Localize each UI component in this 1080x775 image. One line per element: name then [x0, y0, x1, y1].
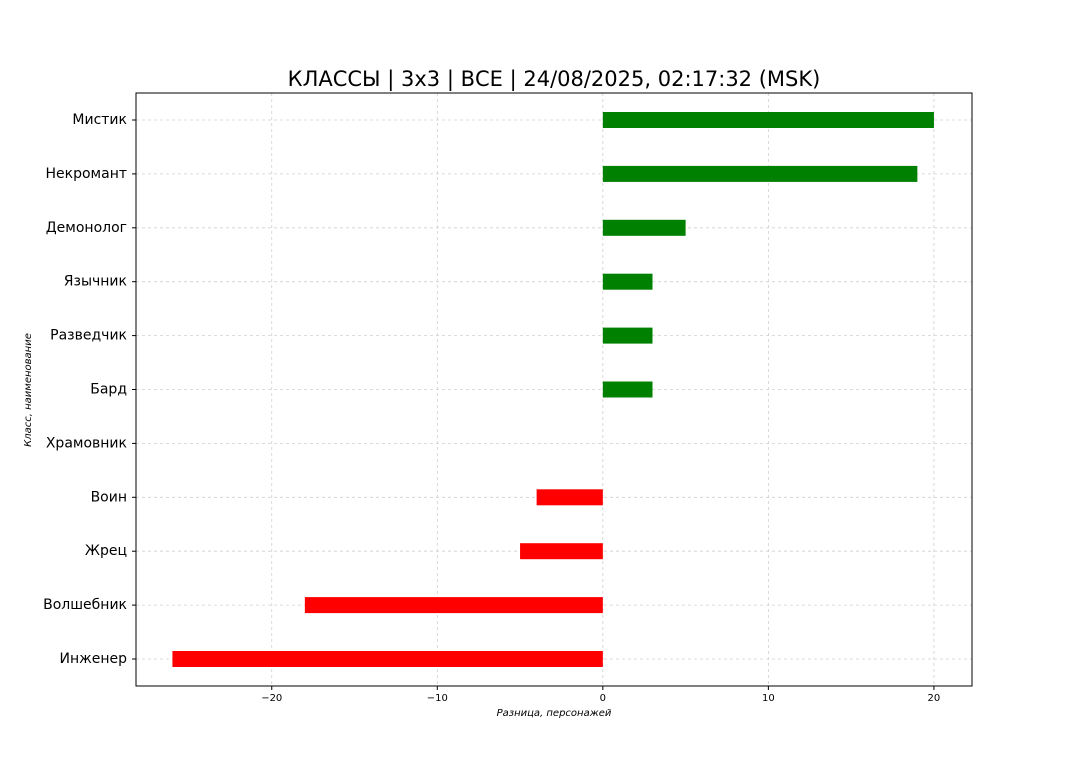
y-tick-label: Мистик [72, 112, 127, 128]
bar [602, 273, 653, 290]
y-tick-label: Инженер [59, 651, 127, 667]
y-tick-label: Разведчик [50, 328, 127, 344]
x-tick-label: 0 [600, 693, 606, 704]
x-tick-label: 10 [762, 693, 775, 704]
bar [602, 165, 918, 182]
bar [520, 543, 603, 560]
y-tick-label: Воин [91, 489, 127, 505]
bar [602, 381, 653, 398]
bar [602, 327, 653, 344]
y-tick-label: Язычник [64, 274, 127, 290]
bar [172, 651, 603, 667]
chart-title: КЛАССЫ | 3х3 | ВСЕ | 24/08/2025, 02:17:3… [288, 67, 821, 92]
y-tick-label: Храмовник [46, 435, 127, 451]
x-tick-label: −10 [427, 693, 448, 704]
y-tick-label: Некромант [46, 166, 128, 182]
bar [536, 489, 603, 506]
bar [304, 597, 603, 614]
x-tick-label: 20 [928, 693, 941, 704]
bar [602, 219, 686, 236]
bar [602, 112, 934, 128]
y-tick-label: Демонолог [46, 220, 127, 236]
y-axis-label: Класс, наименование [23, 333, 34, 447]
y-tick-label: Бард [90, 382, 127, 398]
x-tick-label: −20 [261, 693, 282, 704]
y-tick-label: Волшебник [43, 597, 127, 613]
y-tick-label: Жрец [85, 543, 127, 559]
plot-frame [135, 92, 973, 687]
x-axis-label: Разница, персонажей [497, 708, 612, 719]
